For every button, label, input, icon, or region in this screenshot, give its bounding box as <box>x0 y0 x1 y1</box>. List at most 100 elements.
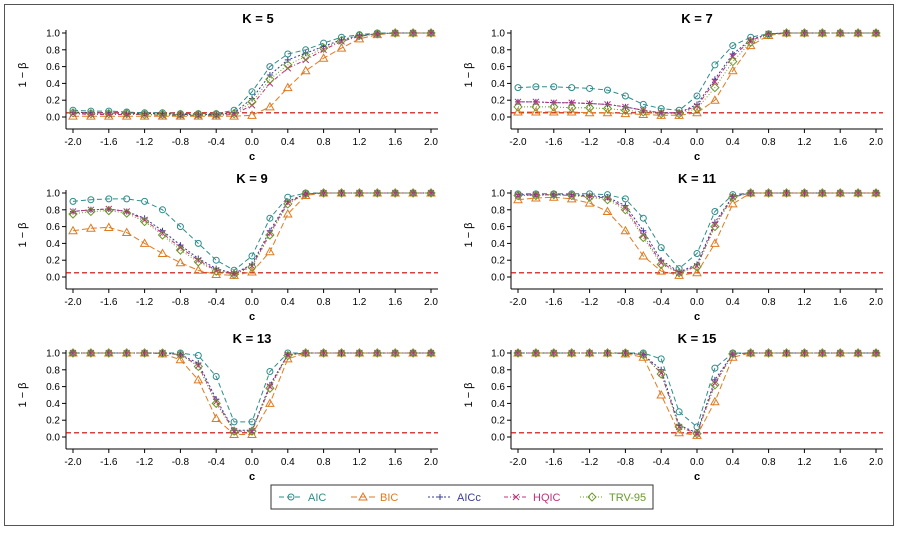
data-point <box>674 268 684 278</box>
data-point <box>265 383 275 393</box>
chart-panel-2: 0.0 0.2 0.4 0.6 0.8 1.0 -2.0 -1.6 -1.2 -0.8 -0.4 0.… <box>491 27 883 148</box>
legend-label-trv95: TRV-95 <box>609 492 646 504</box>
x-tick-label: 1.2 <box>352 297 366 308</box>
data-point <box>568 84 576 92</box>
data-point <box>193 265 204 274</box>
data-point <box>139 109 150 120</box>
data-point <box>602 195 613 205</box>
x-tick-label: -1.6 <box>100 137 118 148</box>
data-point <box>763 188 774 198</box>
data-point <box>105 111 113 118</box>
data-point <box>193 109 204 120</box>
x-tick-label: -0.4 <box>653 457 671 468</box>
x-tick-label: -1.6 <box>545 297 563 308</box>
series-line <box>517 32 876 111</box>
data-point <box>584 192 595 202</box>
x-tick-label: 1.2 <box>797 137 811 148</box>
data-point <box>657 244 665 252</box>
x-tick-label: 0.0 <box>690 457 704 468</box>
data-point <box>175 349 186 360</box>
data-point <box>231 427 238 434</box>
data-point <box>266 229 274 237</box>
series-line <box>518 192 876 270</box>
data-point <box>602 206 613 215</box>
data-point <box>141 216 148 224</box>
data-point <box>265 246 275 256</box>
x-tick-label: 0.4 <box>726 457 740 468</box>
data-point <box>566 190 577 201</box>
legend-marker <box>437 494 443 500</box>
data-point <box>638 250 649 260</box>
data-point <box>230 111 238 118</box>
data-point <box>817 28 828 38</box>
data-point <box>282 82 293 92</box>
series-aicc <box>70 30 434 118</box>
x-axis-label: c <box>694 151 700 163</box>
x-tick-label: -1.6 <box>100 457 118 468</box>
x-tick-label: 2.0 <box>869 137 883 148</box>
legend-label-aicc: AICc <box>457 492 481 504</box>
data-point <box>799 348 810 358</box>
y-axis-label: 1 − β <box>463 383 475 408</box>
x-tick-label: 0.4 <box>281 297 295 308</box>
data-point <box>282 208 293 218</box>
y-axis-label: 1 − β <box>17 63 29 88</box>
x-tick-label: 2.0 <box>424 457 438 468</box>
chart-panel-5: 0.0 0.2 0.4 0.6 0.8 1.0 -2.0 -1.6 -1.2 -0.8 -0.4 0.… <box>46 347 438 468</box>
data-point <box>728 192 738 202</box>
data-point <box>549 189 559 200</box>
data-point <box>568 99 576 107</box>
x-tick-label: 1.6 <box>833 457 847 468</box>
y-axis-label: 1 − β <box>463 63 475 88</box>
series-trv95 <box>68 348 436 436</box>
x-axis-label: c <box>694 311 700 323</box>
data-point <box>620 205 631 215</box>
data-point <box>710 95 720 104</box>
data-point <box>835 348 845 358</box>
x-tick-label: 0.0 <box>245 457 259 468</box>
series-line <box>73 352 431 423</box>
x-tick-label: -0.4 <box>653 137 671 148</box>
data-point <box>621 92 629 100</box>
series-line <box>72 32 431 115</box>
data-point <box>211 269 222 278</box>
data-point <box>602 348 613 358</box>
y-tick-label: 1.0 <box>46 189 60 200</box>
data-point <box>566 106 577 116</box>
series-trv95 <box>68 188 436 280</box>
x-tick-label: 0.8 <box>762 457 776 468</box>
data-point <box>157 230 168 240</box>
data-point <box>372 29 383 39</box>
data-point <box>265 101 275 111</box>
data-point <box>194 362 202 369</box>
x-tick-label: -1.2 <box>136 297 154 308</box>
x-axis-label: c <box>249 311 255 323</box>
data-point <box>781 188 792 198</box>
data-point <box>692 428 702 439</box>
data-point <box>657 355 665 363</box>
data-point <box>248 262 256 270</box>
data-point <box>356 33 363 40</box>
data-point <box>177 111 184 119</box>
data-point <box>247 266 257 276</box>
series-bic <box>68 347 436 438</box>
data-point <box>729 42 737 50</box>
data-point <box>175 245 186 255</box>
data-point <box>639 214 647 222</box>
x-tick-label: 0.0 <box>245 297 259 308</box>
legend: AIC BIC AICc HQIC TRV-95 <box>270 484 654 510</box>
series-line <box>518 352 876 435</box>
y-tick-label: 0.8 <box>491 45 505 56</box>
data-point <box>266 367 274 375</box>
data-point <box>871 348 881 358</box>
data-point <box>318 348 329 358</box>
y-tick-label: 0.8 <box>46 45 60 56</box>
data-point <box>390 28 400 38</box>
x-tick-label: -0.8 <box>172 297 190 308</box>
data-point <box>656 266 667 275</box>
data-point <box>194 352 202 360</box>
y-tick-label: 0.6 <box>491 222 505 233</box>
x-tick-label: -0.4 <box>208 457 226 468</box>
y-tick-label: 0.6 <box>46 222 60 233</box>
